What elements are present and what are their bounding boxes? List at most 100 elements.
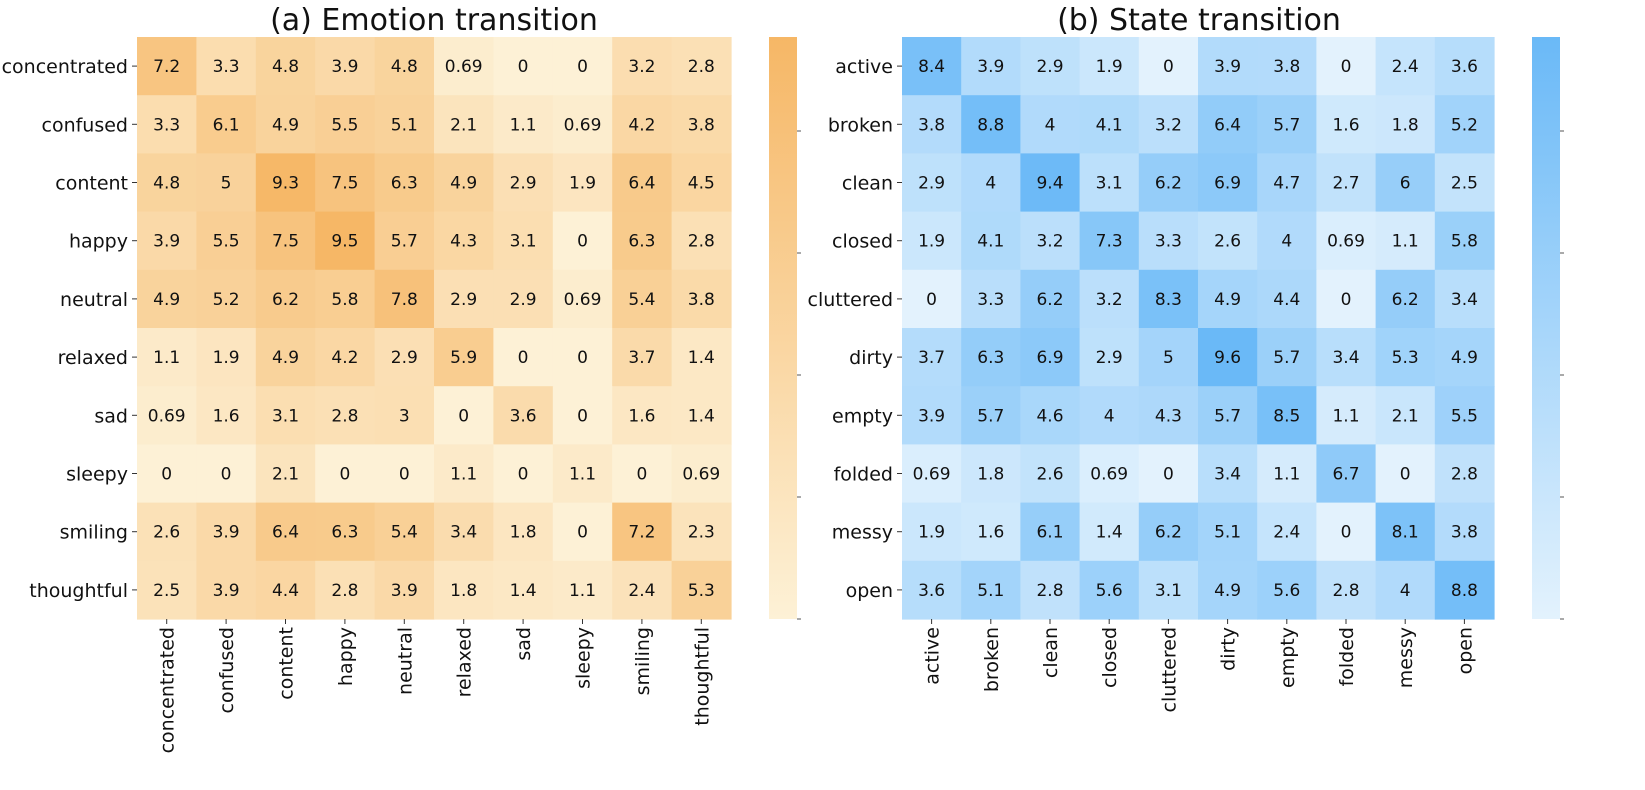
y-tick-label: closed	[832, 231, 893, 253]
heatmap-cell	[961, 95, 1021, 154]
heatmap-cell	[1198, 269, 1258, 329]
heatmap-cell	[315, 211, 376, 271]
heatmap-cell	[1138, 95, 1199, 154]
cell-value-label: 0	[1400, 465, 1411, 485]
y-tick-label: relaxed	[58, 347, 128, 369]
cell-value-label: 7.5	[272, 232, 299, 252]
cell-value-label: 3.2	[1155, 115, 1182, 135]
cell-value-label: 5.4	[628, 290, 655, 310]
cell-value-label: 3.7	[918, 348, 945, 368]
cell-value-label: 3.1	[1096, 174, 1123, 194]
heatmap-cell	[1257, 37, 1317, 96]
cell-value-label: 1.1	[569, 465, 596, 485]
heatmap-cell	[1316, 502, 1377, 562]
cell-value-label: 4.8	[391, 57, 418, 77]
heatmap-cell	[1198, 502, 1258, 562]
cell-value-label: 4	[1400, 581, 1411, 601]
heatmap-cell	[196, 560, 257, 620]
x-tick-label: neutral	[394, 627, 416, 695]
cell-value-label: 6.1	[213, 115, 240, 135]
heatmap-cell	[196, 211, 257, 271]
heatmap-cell	[137, 153, 197, 213]
cell-value-label: 3.1	[510, 232, 537, 252]
cell-value-label: 4	[1045, 115, 1056, 135]
cell-value-label: 0	[458, 406, 469, 426]
cell-value-label: 2.9	[918, 174, 945, 194]
x-tick-label: empty	[1277, 627, 1299, 688]
heatmap-cell	[1434, 328, 1495, 387]
x-tick-label: dirty	[1218, 627, 1240, 671]
heatmap-cell	[434, 560, 494, 620]
cell-value-label: 5.7	[1273, 115, 1300, 135]
heatmap-cell	[315, 95, 376, 154]
heatmap-cell	[1079, 211, 1140, 271]
heatmap-cell	[552, 153, 613, 213]
cell-value-label: 3.4	[450, 523, 477, 543]
cell-value-label: 0.69	[148, 406, 186, 426]
x-tick-label: cluttered	[1158, 627, 1180, 713]
heatmap-cell	[1375, 328, 1436, 387]
cell-value-label: 8.5	[1273, 406, 1300, 426]
y-tick-label: thoughtful	[29, 580, 128, 602]
heatmap-cell	[137, 502, 197, 562]
cell-value-label: 1.1	[450, 465, 477, 485]
heatmap-cell	[1198, 95, 1258, 154]
heatmap-cell	[1198, 211, 1258, 271]
heatmap-cell	[137, 211, 197, 271]
heatmap-cell	[961, 211, 1021, 271]
heatmap-cell	[1079, 502, 1140, 562]
cell-value-label: 2.9	[510, 290, 537, 310]
cell-value-label: 1.1	[510, 115, 537, 135]
cell-value-label: 8.8	[977, 115, 1004, 135]
cell-value-label: 6.3	[331, 523, 358, 543]
cell-value-label: 3.7	[628, 348, 655, 368]
heatmap-cell	[493, 153, 554, 213]
heatmap-cell	[671, 444, 732, 504]
heatmap-cell	[1020, 269, 1081, 329]
cell-value-label: 4.2	[628, 115, 655, 135]
cell-value-label: 6.4	[272, 523, 299, 543]
cell-value-label: 2.4	[628, 581, 655, 601]
cell-value-label: 4.9	[450, 174, 477, 194]
heatmap-cell	[612, 444, 673, 504]
heatmap-cell	[961, 560, 1021, 620]
heatmap-cell	[1020, 95, 1081, 154]
cell-value-label: 2.8	[331, 581, 358, 601]
heatmap-cell	[1079, 328, 1140, 387]
cell-value-label: 7.8	[391, 290, 418, 310]
cell-value-label: 2.8	[331, 406, 358, 426]
y-tick-label: dirty	[849, 347, 893, 369]
heatmap-cell	[255, 95, 316, 154]
heatmap-cell	[671, 37, 732, 96]
heatmap-cell	[902, 502, 962, 562]
cell-value-label: 3.2	[1096, 290, 1123, 310]
cell-value-label: 4	[985, 174, 996, 194]
heatmap-cell	[1138, 211, 1199, 271]
cell-value-label: 3.9	[213, 581, 240, 601]
cell-value-label: 3.3	[153, 115, 180, 135]
y-tick-label: confused	[42, 114, 129, 136]
heatmap-cell	[1138, 502, 1199, 562]
heatmap-cell	[902, 153, 962, 213]
heatmap-cell	[612, 560, 673, 620]
cell-value-label: 3.6	[510, 406, 537, 426]
heatmap-cell	[137, 560, 197, 620]
cell-value-label: 3.4	[1332, 348, 1359, 368]
cell-value-label: 5.8	[331, 290, 358, 310]
cell-value-label: 0	[1163, 57, 1174, 77]
cell-value-label: 4.6	[1036, 406, 1063, 426]
cell-value-label: 7.3	[1096, 232, 1123, 252]
heatmap-cell	[255, 560, 316, 620]
cell-value-label: 1.8	[510, 523, 537, 543]
cell-value-label: 8.4	[918, 57, 945, 77]
cell-value-label: 0	[221, 465, 232, 485]
heatmap-cell	[1138, 386, 1199, 445]
heatmap-cell	[902, 444, 962, 504]
cell-value-label: 4.7	[1273, 174, 1300, 194]
cell-value-label: 3.9	[1214, 57, 1241, 77]
cell-value-label: 2.1	[450, 115, 477, 135]
heatmap-cell	[1434, 153, 1495, 213]
cell-value-label: 0	[577, 406, 588, 426]
heatmap-cell	[612, 153, 673, 213]
cell-value-label: 2.8	[688, 57, 715, 77]
